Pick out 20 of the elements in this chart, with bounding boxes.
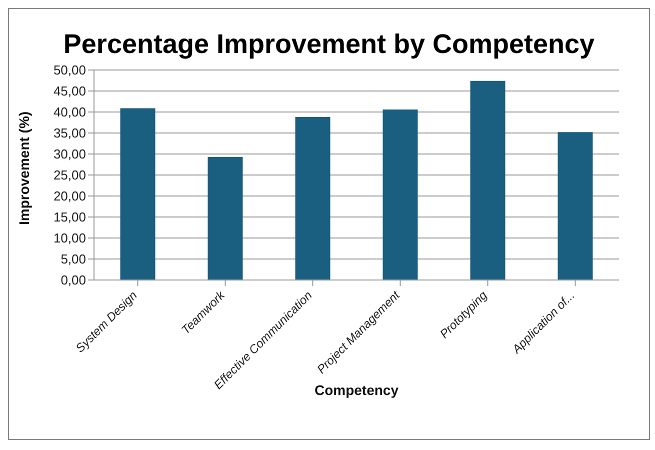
- chart-title: Percentage Improvement by Competency: [62, 29, 596, 60]
- bar: [470, 80, 506, 280]
- y-tick-label: 50,00: [53, 62, 86, 78]
- bar: [382, 109, 418, 280]
- y-tick-label: 45,00: [53, 84, 86, 99]
- y-tick-label: 10,00: [53, 230, 86, 246]
- y-tick-label: 15,00: [53, 210, 86, 225]
- y-tick-label: 25,00: [53, 168, 86, 183]
- bar: [120, 108, 156, 280]
- bar: [295, 117, 330, 280]
- y-tick-label: 0,00: [60, 272, 86, 288]
- y-tick-label: 40,00: [53, 104, 86, 120]
- y-axis-title: Improvement (%): [16, 111, 32, 225]
- y-tick-label: 20,00: [53, 188, 86, 204]
- bar: [208, 156, 243, 280]
- y-tick-label: 5,00: [60, 252, 86, 267]
- x-axis-title: Competency: [314, 382, 399, 398]
- bar: [558, 132, 593, 280]
- y-tick-label: 30,00: [53, 146, 86, 162]
- y-tick-label: 35,00: [53, 126, 86, 141]
